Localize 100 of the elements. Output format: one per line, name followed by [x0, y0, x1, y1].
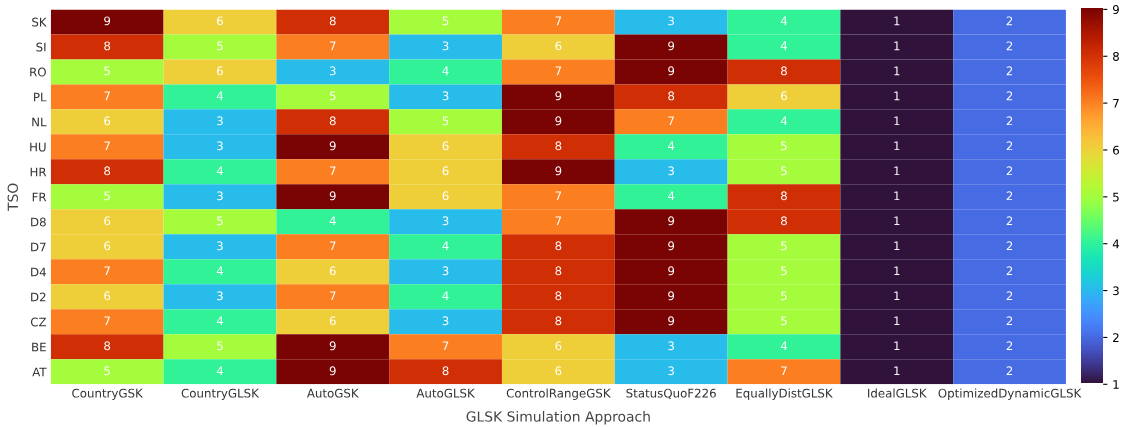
data-label: 9 — [668, 216, 675, 226]
data-label: 5 — [104, 191, 110, 201]
data-label: 3 — [217, 141, 223, 151]
data-label: 1 — [894, 316, 900, 326]
data-label: 4 — [216, 266, 224, 276]
data-label: 1 — [894, 116, 900, 126]
data-label: 9 — [555, 116, 562, 126]
data-label: 8 — [104, 341, 111, 351]
color-bar-label: 5 — [1113, 192, 1119, 202]
data-label: 5 — [217, 216, 223, 226]
y-axis-title: TSO — [7, 183, 19, 212]
data-label: 8 — [555, 266, 562, 276]
x-tick-label: ControlRangeGSK — [506, 388, 611, 400]
data-label: 2 — [1006, 66, 1013, 76]
y-tick-label: D8 — [31, 217, 46, 227]
color-bar-label: 9 — [1112, 5, 1119, 15]
y-tick-label: HR — [30, 167, 47, 177]
data-label: 6 — [104, 241, 111, 251]
data-label: 8 — [555, 316, 562, 326]
data-label: 2 — [1006, 166, 1013, 176]
color-bar-label: 3 — [1113, 286, 1119, 296]
x-tick-label: AutoGLSK — [416, 388, 475, 398]
data-label: 7 — [104, 91, 110, 101]
data-label: 1 — [894, 191, 900, 201]
data-label: 4 — [442, 241, 449, 251]
data-label: 7 — [668, 116, 674, 126]
data-label: 5 — [104, 366, 110, 376]
y-tick-label: D7 — [31, 242, 46, 252]
data-label: 1 — [894, 16, 900, 26]
data-label: 3 — [442, 266, 449, 276]
x-axis-title: GLSK Simulation Approach — [466, 411, 650, 425]
data-label: 5 — [781, 291, 787, 301]
data-label: 3 — [668, 366, 674, 376]
color-bar-label: 8 — [1113, 51, 1119, 61]
data-label: 4 — [216, 91, 224, 101]
data-label: 5 — [442, 16, 449, 26]
data-label: 7 — [329, 291, 336, 301]
data-label: 6 — [442, 191, 449, 201]
data-label: 9 — [555, 91, 562, 101]
data-label: 8 — [781, 216, 787, 226]
color-bar-label: 4 — [1112, 239, 1120, 249]
data-label: 9 — [329, 191, 336, 201]
y-tick-label: PL — [34, 92, 47, 102]
y-tick-label: NL — [32, 117, 47, 127]
data-label: 8 — [329, 16, 336, 26]
data-label: 2 — [1006, 241, 1013, 251]
x-tick-label: CountryGSK — [72, 388, 144, 400]
data-label: 9 — [329, 366, 336, 376]
data-label: 7 — [104, 316, 110, 326]
data-label: 2 — [1006, 216, 1013, 226]
data-label: 8 — [555, 141, 562, 151]
data-label: 2 — [1006, 341, 1013, 351]
data-label: 5 — [781, 266, 787, 276]
data-label: 2 — [1006, 16, 1013, 26]
data-label: 8 — [555, 291, 562, 301]
data-label: 7 — [442, 341, 449, 351]
data-label: 3 — [668, 16, 674, 26]
data-label: 5 — [217, 341, 223, 351]
data-label: 3 — [668, 166, 674, 176]
data-label: 1 — [894, 91, 900, 101]
data-label: 7 — [329, 166, 336, 176]
x-tick-label: AutoGSK — [306, 388, 359, 398]
data-label: 3 — [442, 216, 449, 226]
data-label: 9 — [668, 66, 675, 76]
data-label: 6 — [555, 366, 562, 376]
y-tick-label: SI — [36, 42, 46, 52]
data-label: 2 — [1006, 191, 1013, 201]
data-label: 3 — [217, 116, 223, 126]
data-label: 4 — [667, 191, 675, 201]
data-label: 9 — [555, 166, 562, 176]
data-label: 1 — [894, 41, 900, 51]
data-label: 8 — [781, 66, 787, 76]
y-tick-label: D4 — [31, 267, 46, 277]
data-label: 1 — [894, 241, 900, 251]
data-label: 5 — [217, 41, 223, 51]
data-label: 8 — [668, 91, 675, 101]
data-label: 2 — [1006, 266, 1013, 276]
data-label: 1 — [894, 216, 900, 226]
data-label: 4 — [216, 366, 224, 376]
data-label: 4 — [667, 141, 675, 151]
data-label: 6 — [217, 16, 223, 26]
color-bar-label: 7 — [1113, 99, 1119, 108]
data-label: 4 — [442, 291, 449, 301]
data-label: 2 — [1006, 291, 1013, 301]
data-label: 8 — [781, 191, 787, 201]
data-label: 3 — [442, 41, 449, 51]
data-label: 4 — [216, 166, 224, 176]
data-label: 2 — [1006, 41, 1013, 51]
data-label: 2 — [1006, 316, 1013, 326]
data-label: 1 — [894, 141, 900, 151]
color-bar-label: 2 — [1113, 333, 1119, 342]
data-label: 9 — [329, 141, 336, 151]
data-label: 3 — [329, 66, 336, 76]
data-label: 4 — [780, 341, 788, 351]
data-label: 7 — [104, 141, 110, 151]
y-tick-label: D2 — [31, 292, 46, 302]
x-tick-label: OptimizedDynamicGLSK — [938, 388, 1082, 400]
data-label: 9 — [668, 241, 675, 251]
data-label: 1 — [894, 366, 900, 376]
data-label: 2 — [1006, 91, 1013, 101]
